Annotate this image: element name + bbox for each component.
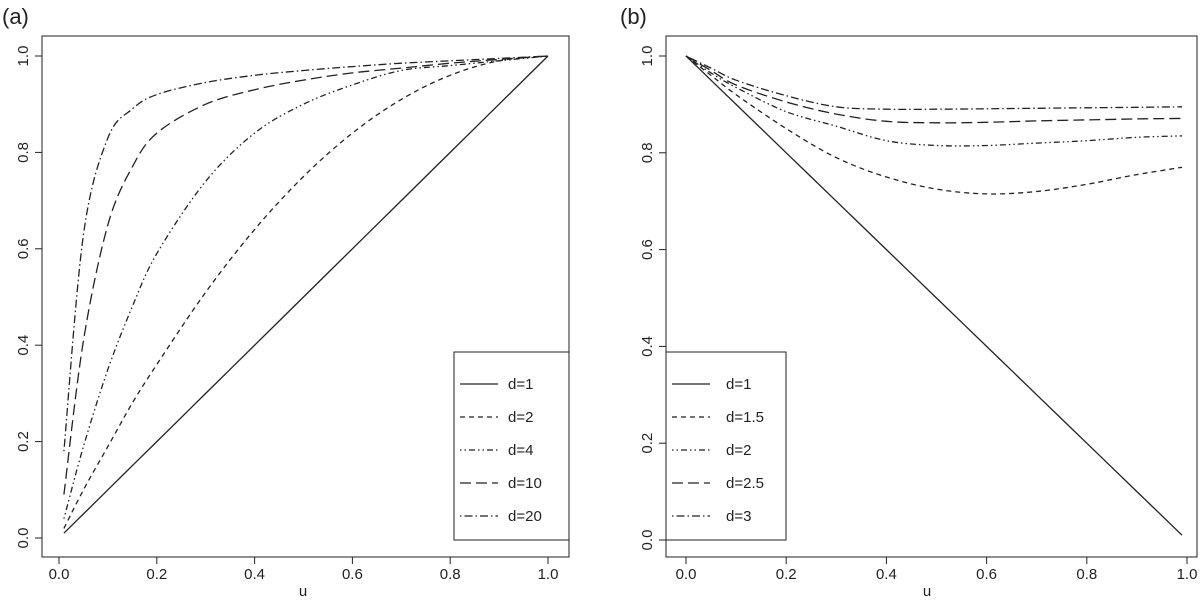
panel-a-legend: d=1 d=2 d=4 d=10 d=20	[453, 351, 570, 541]
panel-b-series-d-3	[685, 55, 1183, 111]
panel-b-y-tick-label: 0.2	[639, 433, 656, 454]
panel-a-legend-box	[453, 351, 570, 541]
panel-b-legend-items: d=1 d=1.5 d=2 d=2.5 d=3	[672, 376, 764, 525]
panel-b-legend-label: d=2.5	[726, 475, 764, 492]
panel-a-legend-label: d=10	[508, 475, 542, 492]
panel-a-legend-label: d=1	[508, 376, 533, 393]
panel-a-x-tick-label: 0.6	[342, 566, 363, 583]
panel-a-x-tick-label: 0.8	[440, 566, 461, 583]
panel-b-series-d-1	[685, 55, 1183, 536]
panel-a-legend-items: d=1 d=2 d=4 d=10 d=20	[460, 376, 542, 525]
panel-b-y-tick-label: 0.6	[639, 239, 656, 260]
panel-b-x-tick-label: 0.6	[976, 566, 997, 583]
panel-a-series-d-20	[63, 55, 549, 452]
panel-a-series-d-4	[63, 55, 549, 519]
panel-a-series-d-2	[63, 55, 549, 529]
panel-b-x-tick-label: 0.2	[776, 566, 797, 583]
panel-b-x-tick-label: 0.8	[1076, 566, 1097, 583]
panel-a-label: (a)	[2, 4, 29, 29]
panel-a-y-axis: 0.0 0.2 0.4 0.6 0.8 1.0	[15, 46, 43, 549]
panel-b-series-d-2	[685, 55, 1183, 147]
panel-a-x-axis-title: u	[299, 583, 307, 600]
panel-b-x-axis-title: u	[923, 583, 931, 600]
panel-a-legend-label: d=2	[508, 409, 533, 426]
panel-b-legend-box	[665, 351, 787, 541]
panel-b-y-tick-label: 1.0	[639, 46, 656, 67]
panel-a-curves	[63, 55, 549, 534]
panel-a-series-d-1	[63, 55, 549, 534]
panel-b-legend: d=1 d=1.5 d=2 d=2.5 d=3	[665, 351, 787, 541]
panel-b-x-axis: 0.0 0.2 0.4 0.6 0.8 1.0	[676, 556, 1198, 583]
panel-a-x-tick-label: 1.0	[538, 566, 559, 583]
panel-a-frame	[41, 35, 570, 558]
panel-b-y-tick-label: 0.0	[639, 530, 656, 551]
panel-a-x-tick-label: 0.4	[244, 566, 265, 583]
panel-b-x-tick-label: 0.0	[676, 566, 697, 583]
panel-a-y-tick-label: 0.4	[15, 335, 32, 356]
panel-a-y-tick-label: 0.8	[15, 142, 32, 163]
panel-b-x-tick-label: 1.0	[1177, 566, 1198, 583]
panel-a: (a) 0.0 0.2 0.4 0.6 0.8 1.0 0.0 0.2 0.4 0.6 0.8 1.…	[2, 4, 570, 600]
panel-b-curves	[685, 55, 1183, 536]
panel-a-y-tick-label: 1.0	[15, 46, 32, 67]
panel-a-legend-label: d=4	[508, 442, 533, 459]
panel-a-legend-label: d=20	[508, 508, 542, 525]
panel-a-y-tick-label: 0.0	[15, 528, 32, 549]
panel-b: (b) 0.0 0.2 0.4 0.6 0.8 1.0 0.0 0.2 0.4 0.6 0.8 1.…	[620, 4, 1198, 600]
panel-a-y-tick-label: 0.2	[15, 431, 32, 452]
panel-a-x-tick-label: 0.0	[49, 566, 70, 583]
panel-b-legend-label: d=1	[726, 376, 751, 393]
panel-b-y-axis: 0.0 0.2 0.4 0.6 0.8 1.0	[639, 46, 667, 551]
panel-a-x-axis: 0.0 0.2 0.4 0.6 0.8 1.0	[49, 556, 559, 583]
panel-b-y-tick-label: 0.4	[639, 336, 656, 357]
panel-b-y-tick-label: 0.8	[639, 142, 656, 163]
panel-a-y-tick-label: 0.6	[15, 238, 32, 259]
panel-b-label: (b)	[620, 4, 647, 29]
panel-b-x-tick-label: 0.4	[876, 566, 897, 583]
panel-a-x-tick-label: 0.2	[146, 566, 167, 583]
panel-b-legend-label: d=3	[726, 508, 751, 525]
panel-b-series-d-2-5	[685, 55, 1183, 124]
panel-b-legend-label: d=2	[726, 442, 751, 459]
panel-a-series-d-10	[63, 55, 549, 495]
panel-b-legend-label: d=1.5	[726, 409, 764, 426]
panel-b-series-d-1-5	[685, 55, 1183, 195]
